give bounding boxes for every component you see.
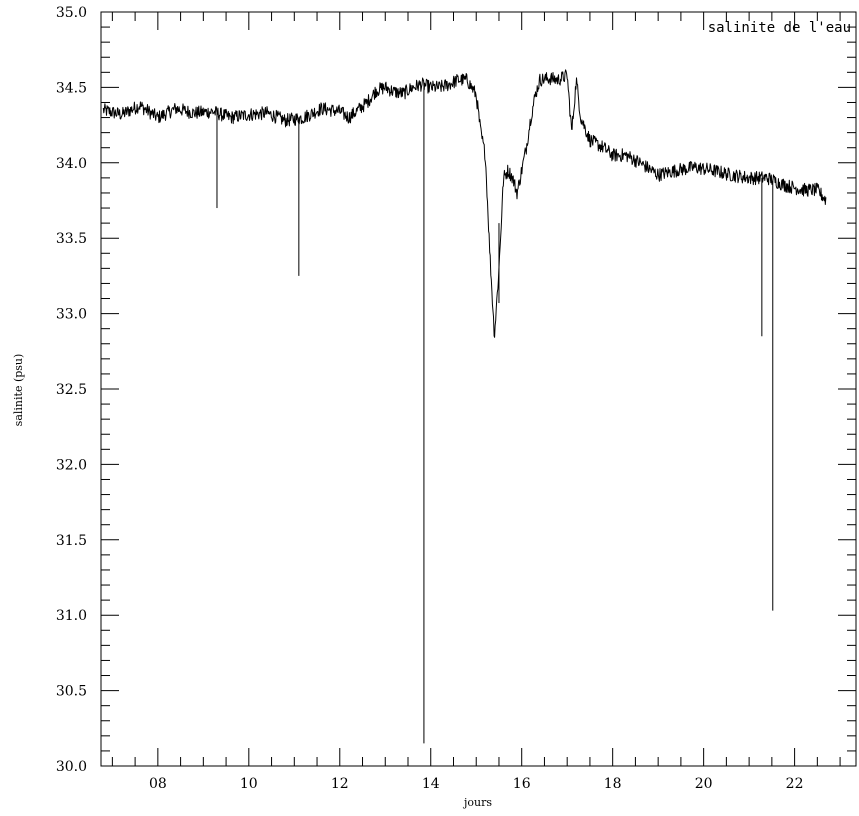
- y-tick-label: 30.5: [56, 684, 87, 700]
- y-tick-label: 31.0: [56, 608, 87, 624]
- x-tick-label: 22: [786, 776, 804, 792]
- x-tick-label: 20: [695, 776, 713, 792]
- plot-frame: [100, 11, 857, 767]
- y-tick-label: 33.5: [56, 231, 87, 247]
- y-tick-label: 35.0: [56, 5, 87, 21]
- y-tick-label: 33.0: [56, 307, 87, 323]
- y-axis-label: salinite (psu): [12, 354, 25, 427]
- x-axis-label: jours: [462, 796, 492, 809]
- axis-tick-labels: 08 10 12 14 16 18 20 22 30.0 30.5 31.0 31.5 32.0 32.5…: [56, 5, 804, 792]
- y-tick-label: 32.0: [56, 457, 87, 473]
- y-tick-label: 34.0: [56, 156, 87, 172]
- axis-ticks: [101, 11, 856, 767]
- y-tick-label: 34.5: [56, 80, 87, 96]
- x-tick-label: 12: [331, 776, 349, 792]
- x-tick-label: 08: [149, 776, 167, 792]
- y-tick-label: 30.0: [56, 759, 87, 775]
- x-tick-label: 16: [513, 776, 531, 792]
- annotation-label: salinite de l'eau: [708, 20, 851, 36]
- x-tick-label: 14: [422, 776, 440, 792]
- series-group: [102, 69, 827, 744]
- x-tick-label: 18: [604, 776, 622, 792]
- series-line: [102, 69, 827, 338]
- y-tick-label: 32.5: [56, 382, 87, 398]
- y-tick-label: 31.5: [56, 533, 87, 549]
- x-tick-label: 10: [240, 776, 258, 792]
